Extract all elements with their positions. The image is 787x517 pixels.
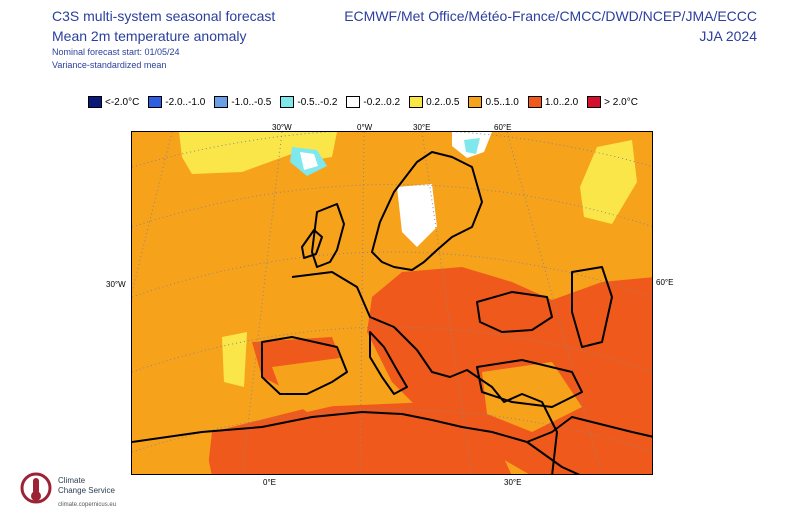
legend-swatch [409, 96, 424, 108]
legend-item: > 2.0°C [587, 96, 638, 108]
anomaly-yellow-north-2 [282, 132, 337, 162]
legend-item: -0.2..0.2 [346, 96, 400, 108]
legend-label: <-2.0°C [105, 96, 140, 108]
map-canvas [132, 132, 652, 474]
legend-item: -2.0..-1.0 [148, 96, 205, 108]
legend-item: 0.2..0.5 [409, 96, 459, 108]
legend-label: > 2.0°C [604, 96, 638, 108]
variable-title: Mean 2m temperature anomaly [52, 28, 247, 44]
logo-text: Climate Change Service [58, 476, 115, 496]
top-label-30e: 30°E [413, 123, 431, 132]
legend-label: 1.0..2.0 [544, 96, 579, 108]
legend-label: -0.5..-0.2 [297, 96, 338, 108]
centres-list: ECMWF/Met Office/Météo-France/CMCC/DWD/N… [344, 8, 757, 24]
legend-label: 0.2..0.5 [426, 96, 460, 108]
top-label-60e: 60°E [494, 123, 512, 132]
legend-swatch [148, 96, 163, 108]
legend-label: -2.0..-1.0 [165, 96, 206, 108]
anomaly-cyan-arctic [464, 138, 480, 154]
statistic-label: Variance-standardized mean [52, 60, 167, 70]
legend-swatch [587, 96, 602, 108]
anomaly-white-scandinavia [397, 184, 437, 247]
bottom-label-30e: 30°E [504, 478, 522, 487]
legend-swatch [468, 96, 483, 108]
logo-line1: Climate [58, 476, 86, 485]
anomaly-yellow-north-atlantic [179, 132, 297, 174]
legend-swatch [527, 96, 542, 108]
legend-label: -0.2..0.2 [363, 96, 401, 108]
legend-swatch [346, 96, 361, 108]
centres-block: ECMWF/Met Office/Météo-France/CMCC/DWD/N… [344, 6, 757, 46]
logo-line2: Change Service [58, 486, 115, 495]
logo-url: climate.copernicus.eu [58, 502, 117, 508]
copernicus-logo: Climate Change Service climate.copernicu… [18, 470, 138, 512]
legend-item: 1.0..2.0 [527, 96, 579, 108]
anomaly-white-iceland [300, 152, 318, 170]
top-label-0w: 0°W [357, 123, 373, 132]
legend-swatch [88, 96, 102, 108]
graticule [132, 132, 652, 474]
legend-swatch [214, 96, 229, 108]
thermometer-logo-icon [20, 472, 52, 504]
legend-item: 0.5..1.0 [468, 96, 519, 108]
legend-item: -1.0..-0.5 [214, 96, 271, 108]
top-label-30w: 30°W [272, 123, 292, 132]
legend-label: 0.5..1.0 [485, 96, 519, 108]
bottom-label-0e: 0°E [263, 478, 276, 487]
legend-item: -0.5..-0.2 [280, 96, 337, 108]
anomaly-yellow-iberia-west [222, 332, 247, 387]
anomaly-orange-sw [132, 452, 212, 474]
side-label-right: 60°E [656, 278, 674, 287]
forecast-map [131, 131, 653, 475]
coastlines [132, 151, 652, 474]
legend-item: <-2.0°C [88, 96, 139, 108]
title-block: C3S multi-system seasonal forecast Mean … [52, 6, 275, 72]
season-label: JJA 2024 [699, 28, 757, 44]
side-label-left: 30°W [106, 280, 126, 289]
anomaly-yellow-urals [580, 140, 637, 224]
color-legend: <-2.0°C -2.0..-1.0 -1.0..-0.5 -0.5..-0.2 -0.… [88, 94, 647, 110]
forecast-start: Nominal forecast start: 01/05/24 [52, 47, 180, 57]
legend-label: -1.0..-0.5 [231, 96, 272, 108]
legend-swatch [280, 96, 295, 108]
forecast-title: C3S multi-system seasonal forecast [52, 8, 276, 24]
